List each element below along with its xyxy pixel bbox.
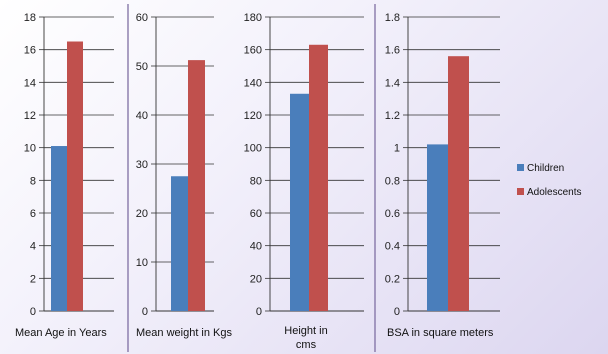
legend-label-children: Children (527, 163, 564, 174)
y-tick-label: 16 (24, 45, 36, 57)
y-tick-label: 40 (250, 241, 262, 253)
bar-children-1 (51, 146, 67, 311)
y-tick-label: 100 (244, 143, 262, 155)
x-axis-label: cms (296, 339, 317, 351)
bar-adolescents-1 (67, 41, 83, 311)
y-tick-label: 180 (244, 12, 262, 24)
y-tick-label: 0.6 (385, 208, 400, 220)
x-axis-label: Mean weight in Kgs (136, 327, 232, 339)
legend-swatch-adolescents (517, 188, 524, 195)
y-tick-label: 0 (256, 306, 262, 318)
y-tick-label: 50 (136, 61, 148, 73)
y-tick-label: 10 (24, 143, 36, 155)
legend-label-adolescents: Adolescents (527, 187, 581, 198)
y-tick-label: 160 (244, 45, 262, 57)
y-tick-label: 1.2 (385, 110, 400, 122)
y-tick-label: 60 (250, 208, 262, 220)
y-tick-label: 1.6 (385, 45, 400, 57)
y-tick-label: 0.8 (385, 175, 400, 187)
y-tick-label: 1.8 (385, 12, 400, 24)
y-tick-label: 140 (244, 77, 262, 89)
bar-adolescents-2 (188, 60, 205, 312)
bar-adolescents-3 (309, 44, 328, 312)
y-tick-label: 0.2 (385, 273, 400, 285)
y-tick-label: 80 (250, 175, 262, 187)
y-tick-label: 1 (394, 143, 400, 155)
y-tick-label: 40 (136, 110, 148, 122)
y-tick-label: 30 (136, 159, 148, 171)
y-tick-label: 120 (244, 110, 262, 122)
bar-adolescents-4 (448, 56, 469, 312)
y-tick-label: 4 (30, 241, 36, 253)
y-tick-label: 60 (136, 12, 148, 24)
bar-children-4 (427, 144, 448, 311)
y-tick-label: 1.4 (385, 77, 400, 89)
y-tick-label: 0 (30, 306, 36, 318)
y-tick-label: 8 (30, 175, 36, 187)
y-tick-label: 20 (250, 273, 262, 285)
x-axis-label: Mean Age in Years (15, 327, 107, 339)
y-tick-label: 0 (394, 306, 400, 318)
y-tick-label: 0 (142, 306, 148, 318)
y-tick-label: 10 (136, 257, 148, 269)
y-tick-label: 12 (24, 110, 36, 122)
y-tick-label: 6 (30, 208, 36, 220)
y-tick-label: 18 (24, 12, 36, 24)
bar-children-2 (171, 176, 188, 311)
y-tick-label: 20 (136, 208, 148, 220)
x-axis-label: Height in (284, 325, 327, 337)
y-tick-label: 14 (24, 77, 36, 89)
y-tick-label: 2 (30, 273, 36, 285)
legend-swatch-children (517, 164, 524, 171)
x-axis-label: BSA in square meters (387, 327, 494, 339)
bar-children-3 (290, 93, 309, 312)
y-tick-label: 0.4 (385, 241, 400, 253)
